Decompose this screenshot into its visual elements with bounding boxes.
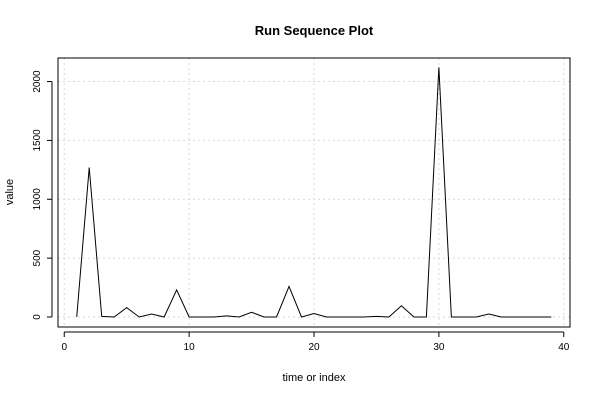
x-tick-label: 10 <box>184 342 196 353</box>
y-tick-label: 1500 <box>32 129 43 152</box>
chart-title: Run Sequence Plot <box>255 23 374 38</box>
y-tick-label: 2000 <box>32 70 43 93</box>
x-tick-label: 0 <box>61 342 67 353</box>
y-axis-label: value <box>4 179 16 205</box>
x-axis-label: time or index <box>283 372 346 384</box>
y-tick-label: 0 <box>32 314 43 320</box>
x-tick-label: 30 <box>433 342 445 353</box>
series-group <box>76 67 552 318</box>
y-tick-label: 500 <box>32 249 43 266</box>
y-axis: 0 500 1000 1500 2000 <box>32 70 53 320</box>
x-tick-label: 40 <box>558 342 570 353</box>
x-tick-label: 20 <box>308 342 320 353</box>
x-axis: 0 10 20 30 40 <box>61 331 570 353</box>
grid <box>58 58 570 327</box>
series-line <box>76 67 552 318</box>
y-tick-label: 1000 <box>32 188 43 211</box>
plot-area <box>57 57 571 328</box>
